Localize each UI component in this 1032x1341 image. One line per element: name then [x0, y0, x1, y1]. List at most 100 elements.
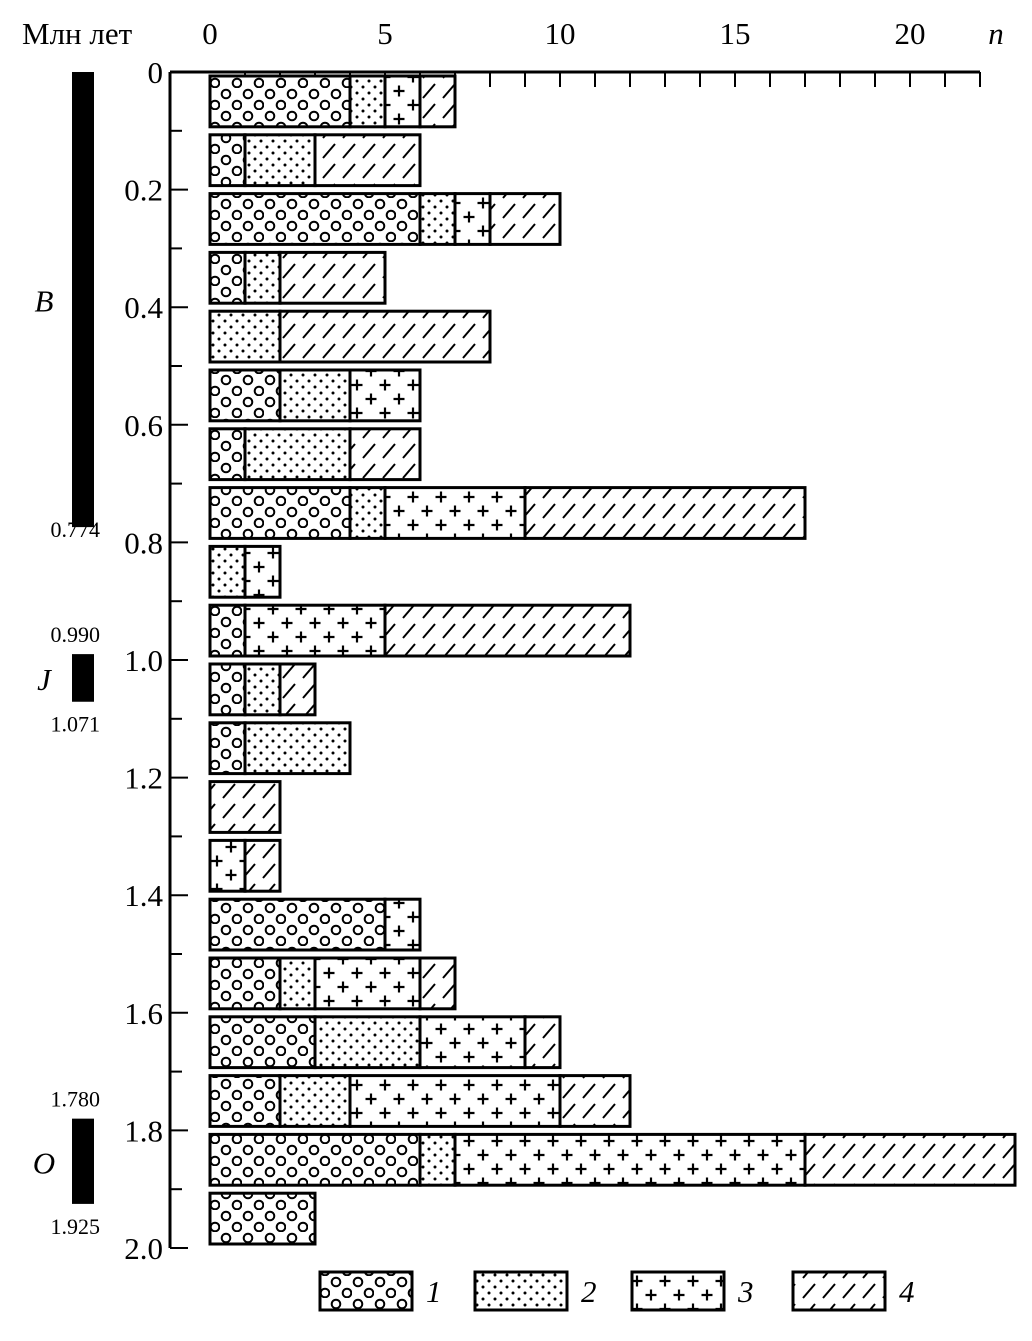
y-tick-label: 1.8: [124, 1113, 163, 1148]
bar-segment-crosses: [348, 368, 422, 423]
bar-segment-circles: [208, 662, 247, 717]
chron-age-label: 0.990: [51, 622, 101, 647]
bar-segment-dots: [243, 427, 352, 482]
bar-segment-hatch: [523, 1015, 562, 1070]
legend: 1 2 3 4: [318, 1270, 915, 1312]
y-axis-title: Млн лет: [22, 16, 133, 51]
y-tick-label: 0.2: [124, 173, 163, 208]
y-tick-label: 1.2: [124, 761, 163, 796]
chron-bar: [72, 654, 94, 702]
y-tick-label: 0: [148, 55, 164, 90]
bars: [208, 74, 1017, 1246]
bar-segment-dots: [208, 544, 247, 599]
bar-segment-crosses: [383, 74, 422, 129]
bar-segment-circles: [208, 897, 387, 952]
legend-swatch-crosses: [630, 1270, 726, 1312]
y-tick-labels: 0 0.2 0.4 0.6 0.8 1.0 1.2 1.4 1.6 1.8 2.0: [124, 55, 163, 1266]
bar-segment-dots: [348, 486, 387, 540]
legend-label: 4: [899, 1274, 915, 1309]
polarity-scale: B 0.774 J 0.990 1.071 O 1.780 1.925: [33, 72, 100, 1239]
bar-segment-circles: [208, 74, 352, 129]
bar-segment-circles: [208, 368, 282, 423]
bar-segment-circles: [208, 1191, 317, 1246]
chron-bar: [72, 72, 94, 528]
bar-segment-dots: [418, 192, 457, 246]
x-tick-labels: 0 5 10 15 20: [202, 16, 925, 51]
x-tick-label: 5: [377, 16, 393, 51]
bar-segment-dots: [243, 721, 352, 776]
chron-age-label: 1.925: [51, 1214, 101, 1239]
x-tick-label: 20: [895, 16, 926, 51]
y-tick-label: 1.0: [124, 643, 163, 678]
chron-name: J: [37, 662, 52, 697]
bar-segment-dots: [208, 309, 282, 364]
bar-segment-circles: [208, 486, 352, 540]
bar-segment-hatch: [348, 427, 422, 482]
bar-segment-crosses: [243, 544, 282, 599]
bar-segment-circles: [208, 721, 247, 776]
y-tick-label: 0.8: [124, 525, 163, 560]
bar-segment-circles: [208, 1074, 282, 1128]
legend-swatch-hatch: [791, 1270, 887, 1312]
bar-segment-dots: [348, 74, 387, 129]
x-tick-label: 10: [545, 16, 576, 51]
x-tick-label: 0: [202, 16, 218, 51]
y-tick-label: 2.0: [124, 1231, 163, 1266]
bar-segment-hatch: [278, 309, 492, 364]
y-tick-label: 1.4: [124, 878, 163, 913]
bar-segment-dots: [278, 368, 352, 423]
y-tick-label: 0.6: [124, 408, 163, 443]
chron-age-label: 0.774: [51, 517, 101, 542]
bar-segment-crosses: [348, 1074, 562, 1128]
bar-segment-dots: [243, 250, 282, 305]
bar-segment-crosses: [453, 192, 492, 246]
legend-label: 1: [426, 1274, 442, 1309]
bar-segment-dots: [418, 1132, 457, 1187]
x-axis-title: n: [988, 16, 1004, 51]
bar-segment-circles: [208, 1015, 317, 1070]
bar-segment-hatch: [278, 662, 317, 717]
legend-swatch-dots: [473, 1270, 569, 1312]
legend-label: 2: [581, 1274, 597, 1309]
bar-segment-circles: [208, 603, 247, 658]
bar-segment-hatch: [418, 956, 457, 1011]
chron-age-label: 1.071: [51, 712, 101, 737]
bar-segment-dots: [278, 956, 317, 1011]
bar-segment-hatch: [558, 1074, 632, 1128]
bar-segment-dots: [278, 1074, 352, 1128]
axes: [168, 70, 981, 1249]
chron-name: B: [35, 284, 54, 319]
chron-age-label: 1.780: [51, 1087, 101, 1112]
chron-name: O: [33, 1145, 55, 1180]
bar-segment-dots: [313, 1015, 422, 1070]
bar-segment-hatch: [278, 250, 387, 305]
bar-segment-hatch: [383, 603, 632, 658]
bar-segment-circles: [208, 133, 247, 188]
x-tick-label: 15: [720, 16, 751, 51]
bar-segment-circles: [208, 427, 247, 482]
bar-segment-dots: [243, 662, 282, 717]
bar-segment-circles: [208, 192, 422, 246]
bar-segment-circles: [208, 956, 282, 1011]
bar-segment-hatch: [243, 838, 282, 893]
bar-segment-hatch: [313, 133, 422, 188]
bar-segment-crosses: [383, 897, 422, 952]
bar-segment-hatch: [208, 780, 282, 834]
bar-segment-hatch: [523, 486, 807, 540]
bar-segment-hatch: [488, 192, 562, 246]
bar-segment-crosses: [208, 838, 247, 893]
bar-segment-crosses: [453, 1132, 807, 1187]
bar-segment-circles: [208, 250, 247, 305]
bar-segment-hatch: [418, 74, 457, 129]
bar-segment-hatch: [803, 1132, 1017, 1187]
y-tick-label: 1.6: [124, 996, 163, 1031]
y-tick-label: 0.4: [124, 290, 163, 325]
bar-segment-crosses: [383, 486, 527, 540]
legend-label: 3: [737, 1274, 754, 1309]
bar-segment-dots: [243, 133, 317, 188]
chron-bar: [72, 1118, 94, 1204]
bar-segment-crosses: [313, 956, 422, 1011]
bar-segment-circles: [208, 1132, 422, 1187]
legend-swatch-circles: [318, 1270, 414, 1312]
